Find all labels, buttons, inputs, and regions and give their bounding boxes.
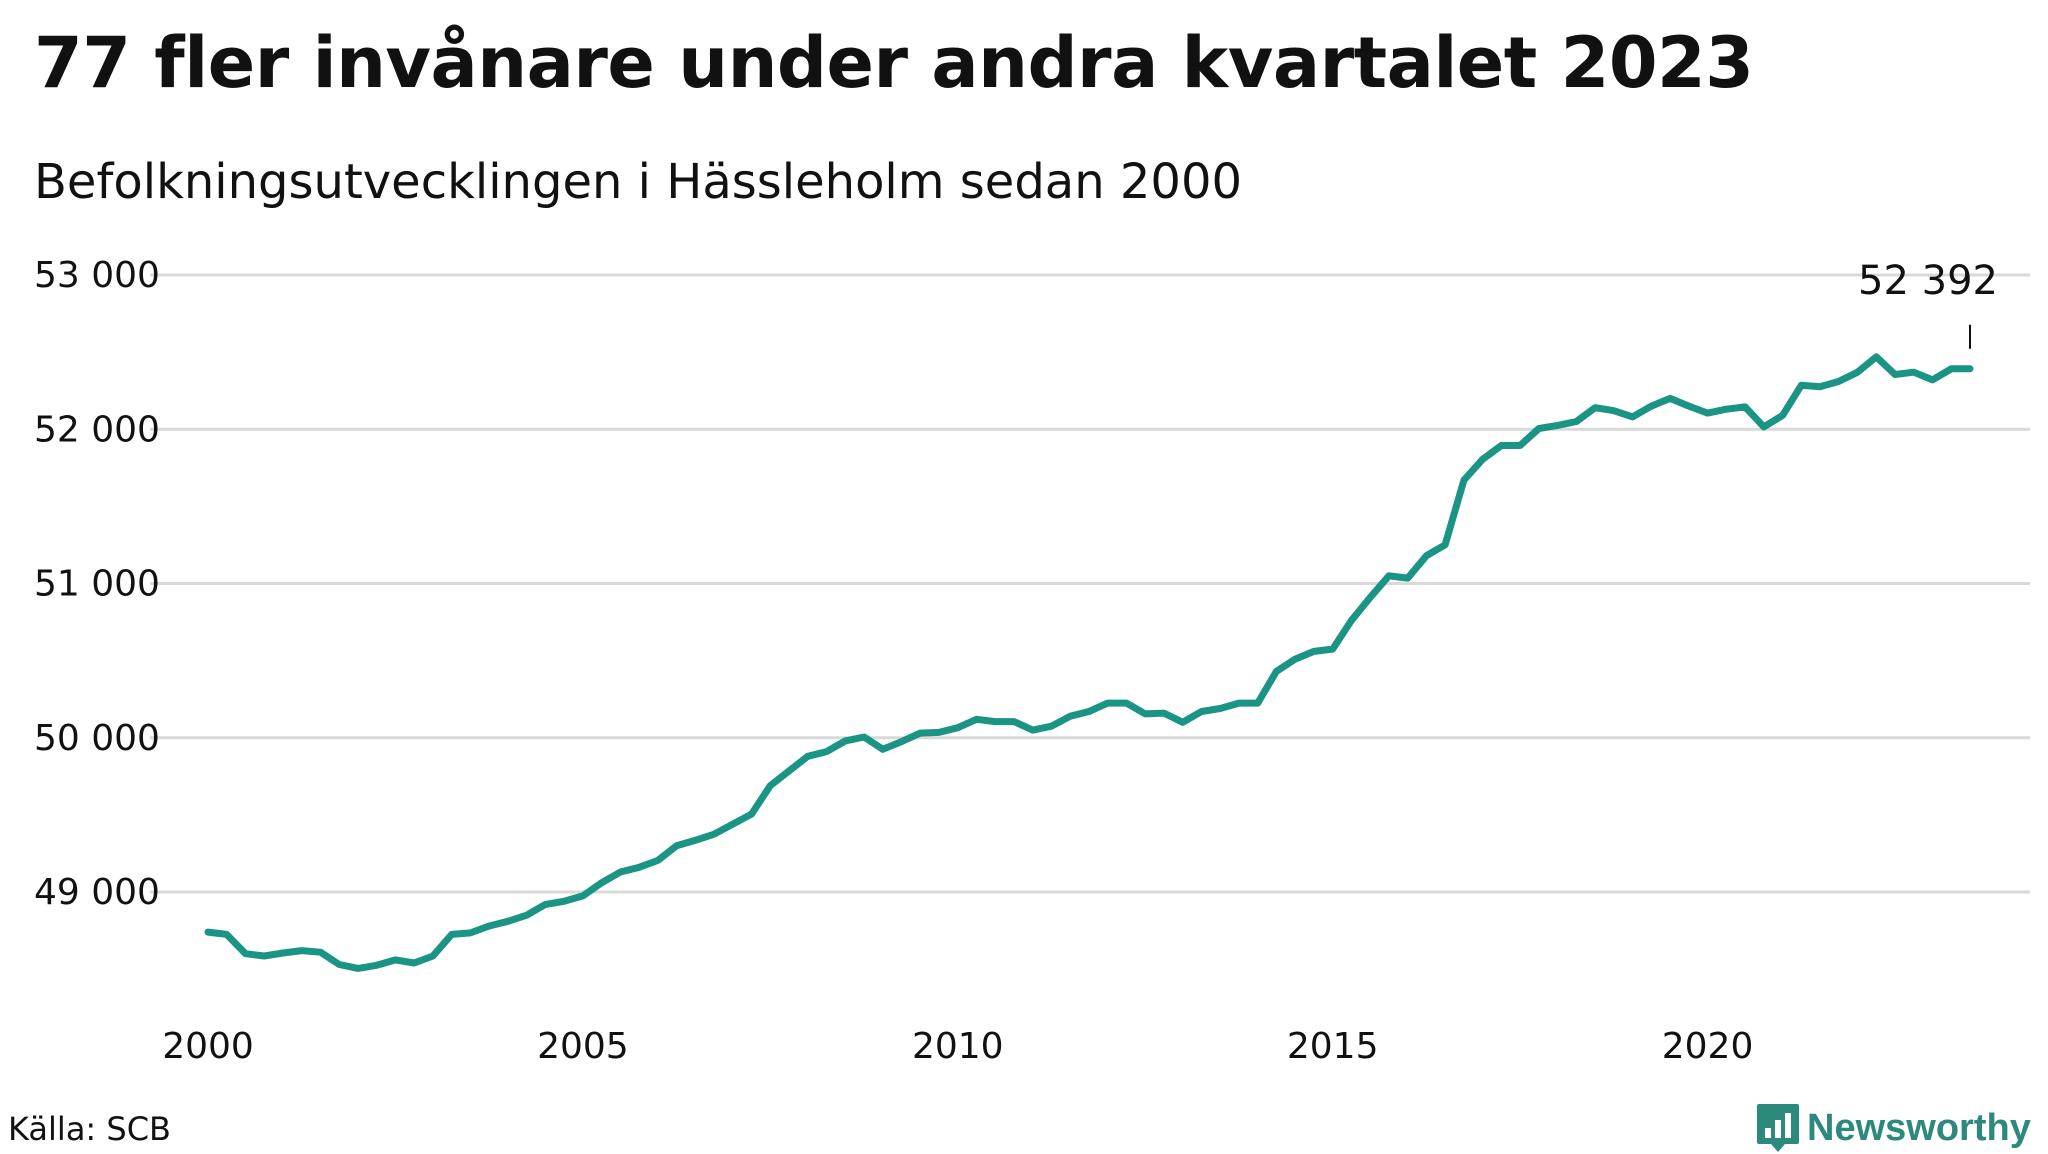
x-tick-label: 2010 bbox=[912, 1026, 1004, 1067]
newsworthy-logo[interactable]: Newsworthy bbox=[1755, 1102, 2031, 1154]
x-tick-label: 2015 bbox=[1287, 1026, 1379, 1067]
y-tick-label: 50 000 bbox=[34, 718, 160, 759]
brand-name: Newsworthy bbox=[1807, 1106, 2031, 1149]
x-tick-label: 2020 bbox=[1662, 1026, 1754, 1067]
x-tick-label: 2005 bbox=[537, 1026, 629, 1067]
x-axis-ticks: 2000 2005 2010 2015 2020 bbox=[162, 1026, 1753, 1067]
y-tick-label: 52 000 bbox=[34, 409, 160, 450]
chart-title: 77 fler invånare under andra kvartalet 2… bbox=[34, 22, 1754, 104]
gridlines bbox=[150, 273, 2030, 894]
newsworthy-bar-chart-icon bbox=[1757, 1104, 1799, 1152]
y-axis-ticks: 49 000 50 000 51 000 52 000 53 000 bbox=[34, 255, 160, 913]
y-tick-label: 51 000 bbox=[34, 564, 160, 605]
y-tick-label: 49 000 bbox=[34, 872, 160, 913]
chart-subtitle: Befolkningsutvecklingen i Hässleholm sed… bbox=[34, 154, 1243, 210]
annotation-last-value: 52 392 bbox=[1858, 258, 1998, 304]
y-tick-label: 53 000 bbox=[34, 255, 160, 296]
population-series-line bbox=[204, 353, 1974, 972]
x-tick-label: 2000 bbox=[162, 1026, 254, 1067]
source-note: Källa: SCB bbox=[8, 1110, 171, 1148]
